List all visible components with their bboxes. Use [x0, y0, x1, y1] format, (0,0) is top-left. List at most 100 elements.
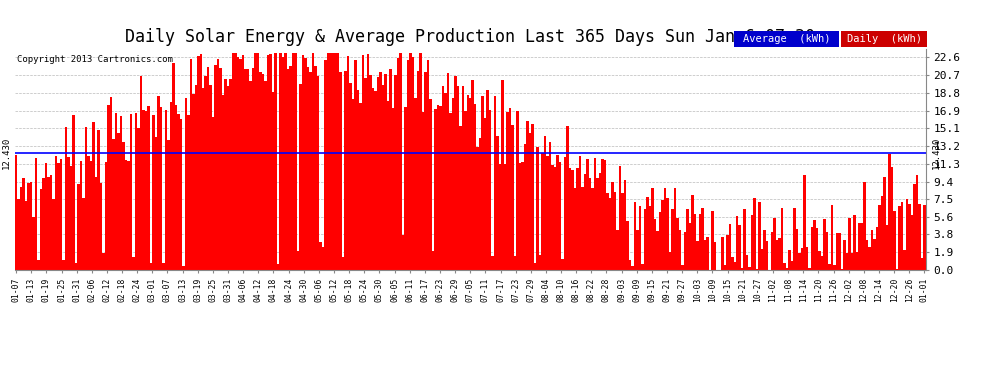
- Bar: [681, 265, 684, 270]
- Bar: [507, 112, 509, 270]
- Bar: [522, 162, 524, 270]
- Bar: [658, 212, 661, 270]
- Bar: [816, 228, 819, 270]
- Bar: [232, 54, 235, 270]
- Bar: [556, 155, 558, 270]
- Bar: [297, 251, 299, 270]
- Bar: [62, 260, 64, 270]
- Bar: [616, 231, 619, 270]
- Bar: [18, 199, 20, 270]
- Bar: [356, 90, 359, 270]
- Bar: [28, 183, 30, 270]
- Bar: [471, 80, 474, 270]
- Bar: [451, 98, 454, 270]
- Text: 12.430: 12.430: [2, 137, 11, 169]
- Bar: [237, 57, 240, 270]
- Bar: [868, 247, 871, 270]
- Bar: [614, 192, 616, 270]
- Bar: [663, 188, 666, 270]
- Bar: [187, 115, 189, 270]
- Bar: [289, 66, 292, 270]
- Bar: [474, 104, 476, 270]
- Bar: [637, 231, 639, 270]
- Title: Daily Solar Energy & Average Production Last 365 Days Sun Jan 6 07:30: Daily Solar Energy & Average Production …: [126, 28, 815, 46]
- Bar: [309, 72, 312, 270]
- Bar: [45, 163, 48, 270]
- Bar: [25, 201, 28, 270]
- Bar: [330, 54, 332, 270]
- Bar: [317, 76, 320, 270]
- Bar: [824, 219, 826, 270]
- Bar: [923, 206, 926, 270]
- Bar: [282, 57, 284, 270]
- Bar: [132, 256, 135, 270]
- Bar: [911, 214, 913, 270]
- Bar: [179, 119, 182, 270]
- FancyBboxPatch shape: [841, 31, 928, 46]
- Bar: [469, 98, 471, 270]
- Bar: [517, 111, 519, 270]
- Bar: [855, 252, 858, 270]
- Bar: [307, 67, 309, 270]
- Bar: [90, 162, 92, 270]
- Bar: [850, 254, 853, 270]
- Bar: [105, 162, 107, 270]
- Bar: [427, 60, 429, 270]
- Bar: [621, 194, 624, 270]
- Bar: [135, 113, 138, 270]
- Bar: [763, 230, 766, 270]
- Bar: [240, 58, 242, 270]
- Bar: [896, 268, 898, 270]
- Bar: [661, 200, 663, 270]
- Bar: [50, 176, 52, 270]
- Bar: [542, 153, 544, 270]
- Bar: [59, 159, 62, 270]
- Bar: [821, 256, 824, 270]
- Bar: [407, 60, 409, 270]
- Bar: [107, 105, 110, 270]
- Bar: [227, 86, 230, 270]
- Bar: [35, 158, 38, 270]
- Bar: [235, 54, 237, 270]
- Bar: [189, 58, 192, 270]
- Bar: [48, 177, 50, 270]
- Bar: [803, 176, 806, 270]
- Bar: [279, 54, 282, 270]
- Bar: [154, 137, 157, 270]
- Bar: [561, 259, 564, 270]
- Bar: [729, 224, 731, 270]
- Bar: [148, 106, 149, 270]
- Bar: [277, 264, 279, 270]
- Bar: [519, 163, 522, 270]
- Bar: [143, 110, 145, 270]
- Bar: [322, 247, 325, 270]
- Bar: [853, 215, 855, 270]
- Bar: [247, 69, 249, 270]
- Bar: [242, 55, 245, 270]
- Bar: [564, 157, 566, 270]
- Bar: [711, 211, 714, 270]
- Bar: [364, 78, 366, 270]
- Bar: [164, 110, 167, 270]
- Bar: [673, 188, 676, 270]
- Bar: [162, 263, 164, 270]
- Bar: [30, 182, 33, 270]
- Bar: [417, 71, 419, 270]
- Bar: [834, 265, 836, 270]
- Bar: [753, 198, 756, 270]
- Bar: [251, 68, 254, 270]
- Bar: [387, 101, 389, 270]
- Bar: [437, 105, 439, 270]
- Bar: [346, 56, 349, 270]
- Bar: [891, 167, 893, 270]
- Bar: [903, 250, 906, 270]
- Bar: [841, 269, 843, 270]
- Bar: [579, 156, 581, 270]
- Bar: [312, 54, 314, 270]
- Bar: [629, 261, 632, 270]
- Bar: [33, 217, 35, 270]
- Bar: [646, 197, 648, 270]
- Bar: [222, 95, 225, 270]
- Bar: [476, 147, 479, 270]
- Bar: [791, 261, 793, 270]
